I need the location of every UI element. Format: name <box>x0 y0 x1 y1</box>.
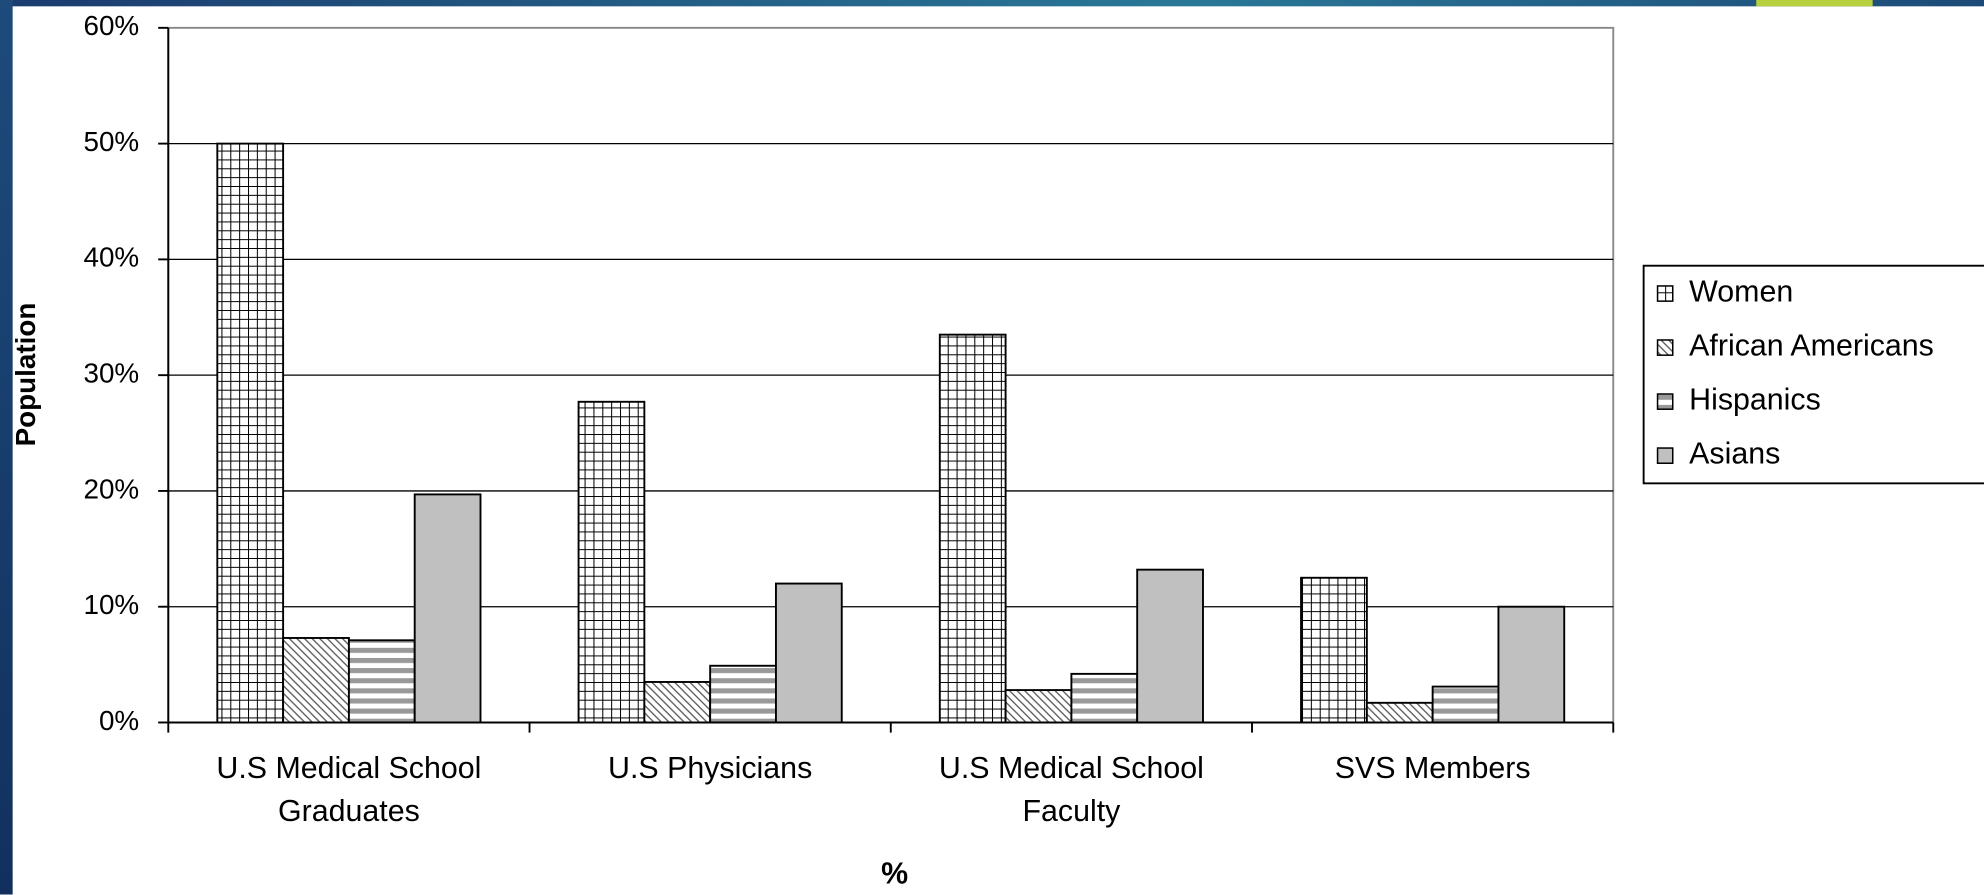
x-tick-label: U.S Medical School Faculty <box>938 751 1204 829</box>
bar <box>774 582 843 724</box>
y-tick-label: 40% <box>83 242 139 273</box>
legend-swatch <box>1656 339 1674 356</box>
y-tick-label: 60% <box>83 10 139 41</box>
legend-label: African Americans <box>1689 330 1934 363</box>
bar <box>282 637 350 724</box>
bar <box>1070 672 1139 724</box>
bar <box>216 142 285 724</box>
y-tick-label: 20% <box>83 473 139 504</box>
bar <box>1300 576 1368 724</box>
bar <box>1365 701 1434 724</box>
bar <box>347 639 416 724</box>
y-tick-label: 50% <box>83 126 139 157</box>
bar <box>643 681 712 724</box>
legend-label: Women <box>1689 276 1793 309</box>
legend-swatch <box>1656 447 1674 464</box>
x-tick-label: U.S Physicians <box>608 751 813 786</box>
x-axis-title: % <box>881 858 908 891</box>
y-tick-label: 10% <box>83 589 139 620</box>
bar <box>709 664 777 724</box>
accent <box>1756 0 1873 7</box>
y-axis-title: Population <box>10 303 41 447</box>
x-tick-label: SVS Members <box>1334 751 1531 786</box>
x-tick-label: U.S Medical School Graduates <box>216 751 482 829</box>
bar <box>938 333 1007 724</box>
bar <box>577 400 646 724</box>
bar <box>413 493 482 724</box>
bar <box>1004 689 1073 724</box>
y-tick-label: 0% <box>99 705 139 736</box>
bar <box>1431 685 1500 724</box>
legend-label: Hispanics <box>1689 384 1821 417</box>
side-band <box>0 0 13 895</box>
bar <box>1497 605 1566 724</box>
bar <box>1136 568 1204 724</box>
top-band <box>0 0 1984 7</box>
legend-swatch <box>1656 285 1674 302</box>
legend-label: Asians <box>1689 438 1780 471</box>
legend-swatch <box>1656 393 1674 410</box>
legend-box <box>1642 264 1984 485</box>
y-tick-label: 30% <box>83 358 139 389</box>
